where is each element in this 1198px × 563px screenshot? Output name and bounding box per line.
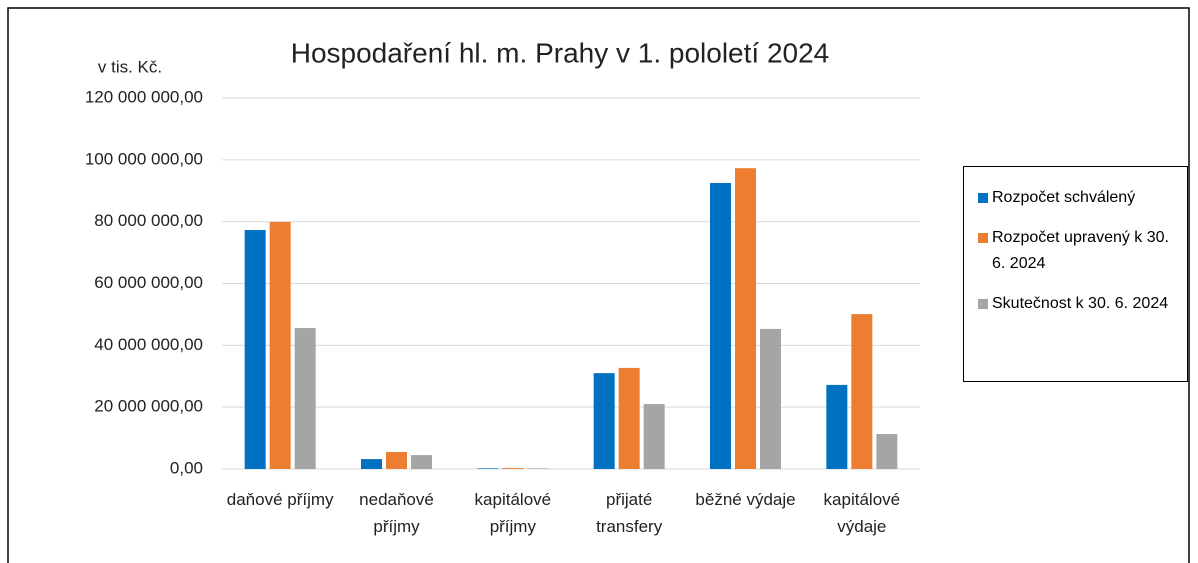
- bar: [593, 373, 615, 469]
- bar: [527, 468, 549, 469]
- y-tick-label: 40 000 000,00: [94, 335, 203, 354]
- y-tick-label: 0,00: [170, 458, 203, 477]
- x-tick-label: daňové příjmy: [226, 490, 334, 509]
- x-tick-label: kapitálové výdaje: [823, 490, 901, 536]
- y-tick-label: 60 000 000,00: [94, 273, 203, 292]
- bar: [386, 451, 407, 469]
- bar: [411, 455, 432, 469]
- x-tick-label: kapitálové příjmy: [474, 490, 552, 536]
- chart-title: Hospodaření hl. m. Prahy v 1. pololetí 2…: [291, 37, 830, 68]
- bar: [710, 183, 731, 470]
- legend-label: Rozpočet schválený: [992, 189, 1136, 206]
- bar: [826, 384, 848, 469]
- bar: [361, 459, 382, 469]
- bar: [477, 468, 499, 469]
- legend-swatch: [978, 193, 988, 203]
- y-axis-label: v tis. Kč.: [98, 57, 162, 76]
- legend-swatch: [978, 299, 988, 309]
- legend: Rozpočet schválený Rozpočet upravený k 30…: [963, 166, 1188, 382]
- bar: [876, 434, 898, 469]
- legend-label: Rozpočet upravený k 30. 6. 2024: [992, 229, 1169, 272]
- legend-item: Rozpočet upravený k 30. 6. 2024: [978, 225, 1181, 277]
- bar: [735, 168, 756, 469]
- y-tick-label: 20 000 000,00: [94, 397, 203, 416]
- bar: [760, 328, 781, 469]
- y-tick-label: 80 000 000,00: [94, 211, 203, 230]
- bar: [851, 314, 873, 469]
- bar: [502, 468, 524, 469]
- y-tick-label: 120 000 000,00: [85, 87, 203, 106]
- legend-label: Skutečnost k 30. 6. 2024: [992, 295, 1169, 312]
- frame: [7, 7, 1190, 563]
- bar: [618, 367, 640, 469]
- x-tick-label: přijaté transfery: [596, 490, 663, 536]
- x-tick-label: nedaňové příjmy: [359, 490, 434, 536]
- bar: [294, 328, 316, 469]
- legend-swatch: [978, 233, 988, 243]
- y-tick-label: 100 000 000,00: [85, 149, 203, 168]
- bar: [269, 221, 291, 469]
- bar: [643, 404, 665, 469]
- x-tick-label: běžné výdaje: [695, 490, 796, 509]
- legend-item: Rozpočet schválený: [978, 185, 1181, 211]
- legend-item: Skutečnost k 30. 6. 2024: [978, 291, 1181, 317]
- bar: [244, 230, 266, 469]
